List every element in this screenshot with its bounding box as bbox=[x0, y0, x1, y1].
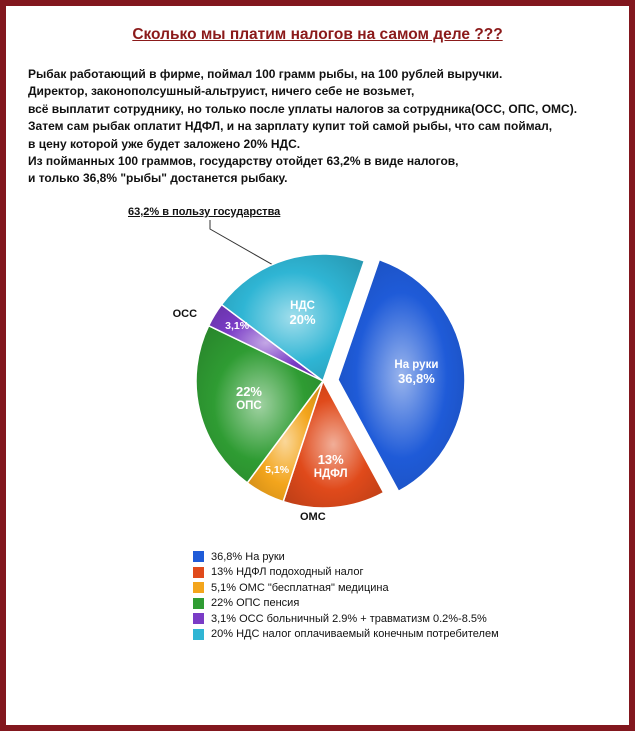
legend-swatch bbox=[193, 582, 204, 593]
intro-line: и только 36,8% "рыбы" достанется рыбаку. bbox=[28, 171, 287, 185]
legend-text: 5,1% ОМС "бесплатная" медицина bbox=[211, 582, 389, 594]
legend-item: 3,1% ОСС больничный 2.9% + травматизм 0.… bbox=[193, 613, 607, 625]
pie-svg bbox=[28, 206, 618, 541]
legend-text: 3,1% ОСС больничный 2.9% + травматизм 0.… bbox=[211, 613, 487, 625]
pie-chart: 63,2% в пользу государства На руки36,8%1… bbox=[28, 206, 607, 541]
page-body: Сколько мы платим налогов на самом деле … bbox=[6, 6, 629, 725]
legend-swatch bbox=[193, 551, 204, 562]
legend-text: 36,8% На руки bbox=[211, 551, 285, 563]
legend-swatch bbox=[193, 567, 204, 578]
intro-line: в цену которой уже будет заложено 20% НД… bbox=[28, 137, 300, 151]
slice-name-oss: ОСС bbox=[173, 308, 197, 320]
intro-line: Затем сам рыбак оплатит НДФЛ, и на зарпл… bbox=[28, 119, 552, 133]
legend-item: 13% НДФЛ подоходный налог bbox=[193, 566, 607, 578]
legend: 36,8% На руки 13% НДФЛ подоходный налог 5,… bbox=[193, 551, 607, 641]
intro-line: Рыбак работающий в фирме, поймал 100 гра… bbox=[28, 67, 502, 81]
intro-line: всё выплатит сотруднику, но только после… bbox=[28, 102, 577, 116]
frame: Сколько мы платим налогов на самом деле … bbox=[0, 0, 635, 731]
legend-swatch bbox=[193, 613, 204, 624]
legend-item: 20% НДС налог оплачиваемый конечным потр… bbox=[193, 628, 607, 640]
legend-text: 22% ОПС пенсия bbox=[211, 597, 299, 609]
page-title: Сколько мы платим налогов на самом деле … bbox=[28, 26, 607, 44]
legend-swatch bbox=[193, 629, 204, 640]
legend-text: 20% НДС налог оплачиваемый конечным потр… bbox=[211, 628, 499, 640]
legend-swatch bbox=[193, 598, 204, 609]
legend-item: 5,1% ОМС "бесплатная" медицина bbox=[193, 582, 607, 594]
intro-line: Из пойманных 100 граммов, государству от… bbox=[28, 154, 459, 168]
legend-item: 36,8% На руки bbox=[193, 551, 607, 563]
intro-text: Рыбак работающий в фирме, поймал 100 гра… bbox=[28, 66, 607, 188]
slice-name-oms: ОМС bbox=[300, 511, 326, 523]
intro-line: Директор, законополсушный-альтруист, нич… bbox=[28, 84, 414, 98]
legend-item: 22% ОПС пенсия bbox=[193, 597, 607, 609]
legend-text: 13% НДФЛ подоходный налог bbox=[211, 566, 363, 578]
